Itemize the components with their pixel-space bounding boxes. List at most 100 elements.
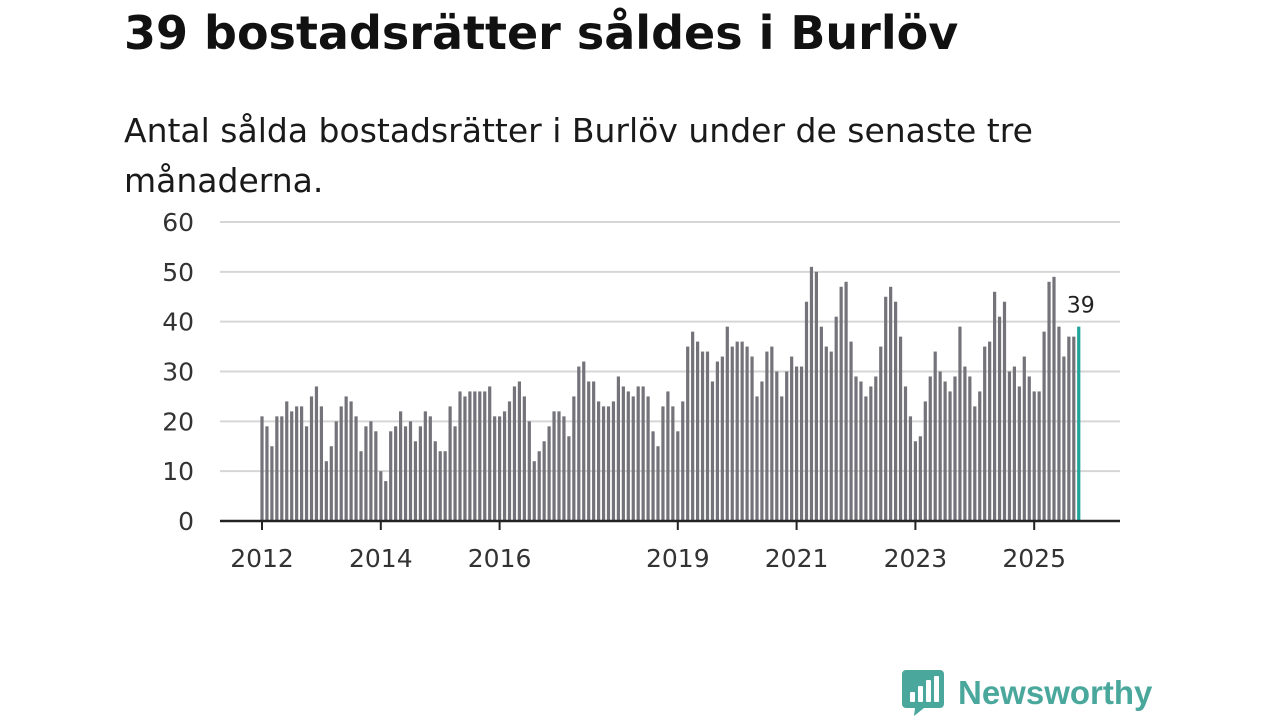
y-tick-label-30: 30: [162, 358, 194, 387]
bar: [374, 431, 378, 521]
bar: [463, 396, 467, 521]
bar: [799, 366, 804, 521]
bar: [359, 451, 363, 521]
bar: [265, 426, 269, 521]
bar: [275, 416, 279, 521]
x-tick-label-2014: 2014: [349, 544, 413, 573]
bar: [646, 396, 650, 521]
bar: [928, 376, 932, 521]
bar: [770, 346, 774, 521]
bar: [691, 331, 695, 521]
bar: [304, 426, 309, 521]
bar: [963, 366, 967, 521]
x-tick-label-2019: 2019: [646, 544, 710, 573]
bar: [1012, 366, 1016, 521]
bar: [394, 426, 398, 521]
bar: [438, 451, 442, 521]
bar: [478, 391, 482, 521]
bar: [973, 406, 977, 521]
bar: [354, 416, 358, 521]
bar: [809, 266, 814, 521]
bar: [958, 326, 962, 521]
bar: [795, 366, 799, 521]
bar: [260, 416, 264, 521]
bar: [725, 326, 729, 521]
y-tick-label-60: 60: [162, 208, 194, 237]
bar: [547, 426, 551, 521]
bar: [903, 386, 908, 521]
bar: [844, 281, 848, 521]
bar: [953, 376, 957, 521]
bar: [592, 381, 596, 521]
bar: [775, 371, 779, 521]
bar: [705, 351, 710, 521]
bar: [369, 421, 373, 521]
bar: [983, 346, 987, 521]
bar: [498, 416, 502, 521]
bar: [874, 376, 878, 521]
bar: [270, 446, 274, 521]
bar: [849, 341, 853, 521]
bar: [948, 391, 952, 521]
bar: [715, 361, 719, 521]
bar-chart: 0 10 20 30 40 50 60 2012 2014 2016 2019 2021 2023 202…: [162, 208, 1120, 573]
bar: [601, 406, 606, 521]
bar: [933, 351, 937, 521]
bar: [309, 396, 314, 521]
bar: [968, 376, 972, 521]
bar: [740, 341, 744, 521]
bar: [300, 406, 304, 521]
bar: [938, 371, 942, 521]
bar: [720, 356, 724, 521]
bar: [884, 296, 888, 521]
y-tick-label-0: 0: [178, 507, 194, 536]
bar: [978, 391, 982, 521]
bar: [403, 426, 408, 521]
bar: [686, 346, 690, 521]
bar: [676, 431, 680, 521]
bar: [790, 356, 794, 521]
bar: [389, 431, 393, 521]
bar: [344, 396, 348, 521]
newsworthy-logo[interactable]: Newsworthy: [902, 670, 1152, 716]
bar: [864, 396, 868, 521]
bar: [889, 286, 893, 521]
bar: [329, 446, 333, 521]
bar: [997, 316, 1002, 521]
bar: [443, 451, 447, 521]
bar: [681, 401, 685, 521]
bar: [656, 446, 660, 521]
bar: [894, 301, 898, 521]
bar: [1027, 376, 1031, 521]
bar: [859, 381, 863, 521]
bar: [334, 421, 338, 521]
bar: [913, 441, 917, 521]
bar: [834, 316, 838, 521]
bar: [433, 441, 437, 521]
bar: [542, 441, 546, 521]
bar: [428, 416, 432, 521]
bar: [918, 436, 922, 521]
bar: [745, 346, 749, 521]
bar: [1042, 331, 1046, 521]
bar: [943, 381, 947, 521]
bar: [854, 376, 858, 521]
bar: [1057, 326, 1061, 521]
bar: [908, 416, 913, 521]
bar: [290, 411, 294, 521]
bar: [324, 461, 328, 521]
x-tick-label-2023: 2023: [884, 544, 948, 573]
bar: [577, 366, 581, 521]
bar: [488, 386, 492, 521]
bar: [898, 336, 903, 521]
bar: [522, 396, 526, 521]
bar: [611, 401, 616, 521]
bar: [572, 396, 576, 521]
axes: [220, 519, 1120, 530]
bar: [527, 421, 531, 521]
newsworthy-logo-text: Newsworthy: [958, 674, 1153, 711]
bar: [988, 341, 992, 521]
bar: [285, 401, 289, 521]
bar: [755, 396, 759, 521]
newsworthy-logo-icon: [902, 670, 944, 716]
